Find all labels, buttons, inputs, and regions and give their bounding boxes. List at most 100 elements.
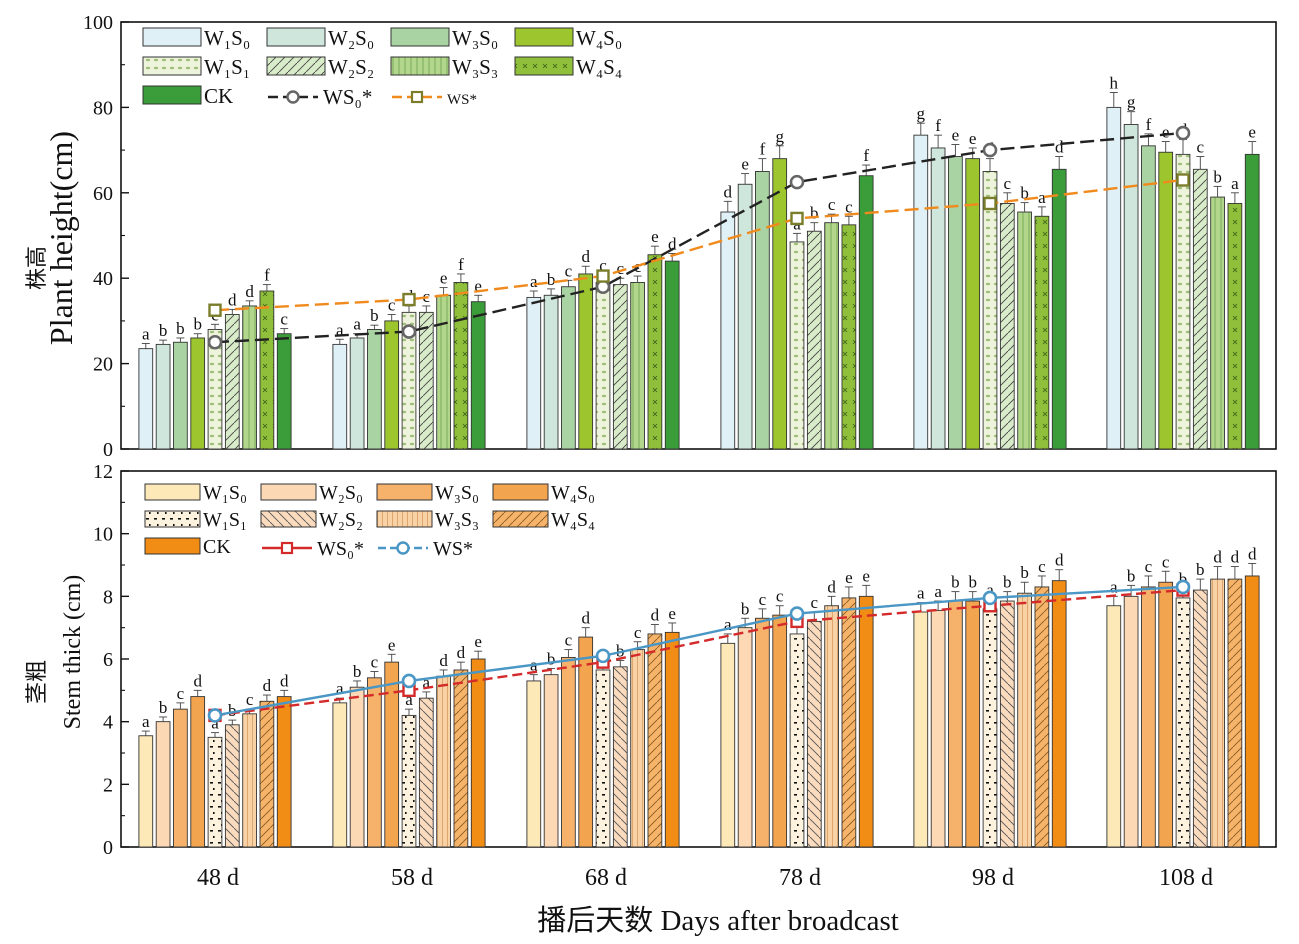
significance-letter: d <box>1213 548 1222 567</box>
bar <box>401 714 417 848</box>
y-tick-label: 12 <box>93 461 113 483</box>
legend-label: W₁S₁ <box>204 55 250 79</box>
legend-swatch <box>260 510 317 528</box>
bar <box>224 724 240 848</box>
bar <box>595 282 611 450</box>
bar <box>453 282 469 450</box>
bar <box>1158 151 1174 450</box>
line-marker <box>983 196 997 211</box>
y-tick-label: 8 <box>103 586 113 608</box>
significance-letter: b <box>968 573 977 592</box>
significance-letter: e <box>1162 123 1170 142</box>
bar <box>1227 578 1243 848</box>
legend-swatch <box>376 483 433 501</box>
line-marker <box>982 590 998 606</box>
bar <box>349 686 365 848</box>
significance-letter: a <box>336 320 344 339</box>
legend-label: W₁S₀ <box>204 26 250 50</box>
bar <box>578 636 594 848</box>
significance-letter: a <box>724 615 732 634</box>
legend-label: W₃S₀ <box>452 26 498 50</box>
legend-label: W₂S₀ <box>328 26 374 50</box>
bar <box>913 611 929 848</box>
significance-letter: g <box>1127 93 1136 112</box>
bar <box>1123 124 1139 450</box>
bar <box>1051 580 1067 848</box>
legend-label: CK <box>204 84 233 108</box>
significance-letter: c <box>177 684 185 703</box>
significance-letter: e <box>474 632 482 651</box>
significance-letter: b <box>159 321 168 340</box>
bar <box>173 708 188 848</box>
significance-letter: d <box>263 676 272 695</box>
significance-letter: c <box>776 587 784 606</box>
significance-letter: a <box>336 679 344 698</box>
significance-letter: b <box>159 698 168 717</box>
significance-letter: h <box>1110 73 1119 92</box>
bar <box>1192 589 1208 848</box>
bar <box>242 713 257 848</box>
line-marker <box>982 142 998 158</box>
bar <box>1175 597 1191 848</box>
line-marker <box>401 324 417 339</box>
legend-swatch <box>142 85 202 105</box>
legend-marker <box>280 541 294 555</box>
line-marker <box>207 334 223 350</box>
bar <box>1244 153 1260 450</box>
significance-letter: d <box>827 577 836 596</box>
bar <box>470 658 486 848</box>
bar <box>630 282 645 450</box>
bar <box>1158 581 1174 848</box>
series-line <box>214 588 1184 717</box>
significance-letter: e <box>845 568 853 587</box>
bar <box>806 620 822 848</box>
bar <box>1141 145 1156 450</box>
legend-label: WS* <box>433 538 473 560</box>
line-marker <box>401 673 417 689</box>
bar <box>772 158 788 450</box>
bar <box>647 633 663 848</box>
significance-letter: c <box>1145 557 1153 576</box>
significance-letter: c <box>811 593 819 612</box>
significance-letter: b <box>1020 563 1029 582</box>
bar <box>1175 153 1191 450</box>
significance-letter: a <box>1038 188 1046 207</box>
significance-letter: a <box>405 690 413 709</box>
y-tick-label: 0 <box>103 439 113 461</box>
bar <box>1017 211 1032 450</box>
bar <box>1017 592 1032 848</box>
bar <box>561 656 576 848</box>
significance-letter: b <box>741 599 750 618</box>
legend-label: W₂S₂ <box>319 509 363 531</box>
bar <box>138 735 154 848</box>
y-axis-label: Plant height(cm) <box>43 131 79 345</box>
significance-letter: c <box>565 261 573 280</box>
significance-letter: e <box>969 129 977 148</box>
significance-letter: b <box>228 701 237 720</box>
bar <box>755 170 770 450</box>
significance-letter: f <box>458 255 464 274</box>
legend-label: W₃S₀ <box>435 482 479 504</box>
significance-letter: e <box>668 604 676 623</box>
bar <box>720 642 736 848</box>
bar <box>948 156 963 450</box>
bar <box>664 260 680 450</box>
series-line <box>214 178 1184 312</box>
significance-letter: d <box>1231 548 1240 567</box>
bar <box>276 696 292 848</box>
bar <box>155 721 171 848</box>
bar <box>737 183 753 450</box>
line-marker <box>596 269 610 283</box>
significance-letter: b <box>1020 184 1029 203</box>
bar <box>841 597 857 848</box>
legend-label: W₃S₃ <box>435 509 479 531</box>
bar <box>755 617 770 848</box>
bar <box>982 608 998 848</box>
line-marker <box>790 211 804 226</box>
y-tick-label: 10 <box>93 524 113 546</box>
legend-label: W₄S₄ <box>551 509 595 531</box>
significance-letter: a <box>917 584 925 603</box>
legend-label: W₄S₀ <box>576 26 622 50</box>
significance-letter: a <box>211 714 219 733</box>
